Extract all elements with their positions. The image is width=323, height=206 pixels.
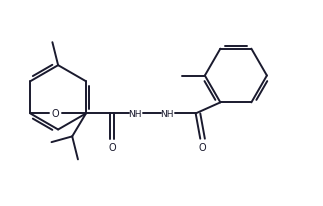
Text: NH: NH: [160, 109, 174, 118]
Text: O: O: [108, 142, 116, 152]
Text: O: O: [52, 109, 59, 119]
Text: NH: NH: [128, 109, 141, 118]
Text: O: O: [199, 142, 206, 152]
